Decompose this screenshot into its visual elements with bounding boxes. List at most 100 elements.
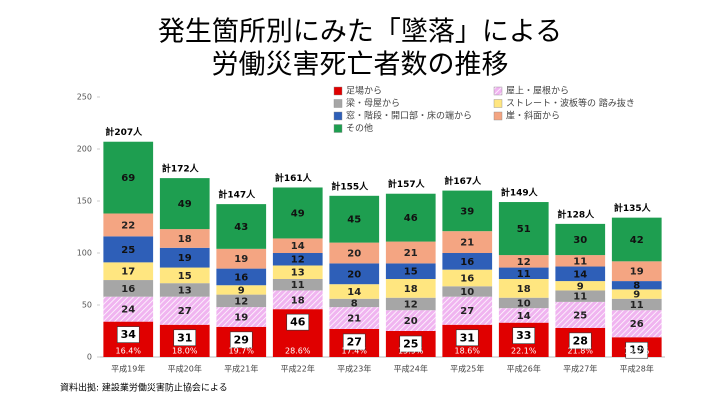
value-label-box (568, 332, 592, 350)
value-label: 9 (633, 290, 640, 301)
value-label: 27 (347, 335, 362, 348)
value-label: 18 (291, 295, 305, 306)
total-label: 計128人 (557, 208, 595, 220)
value-label: 12 (517, 257, 531, 268)
total-label: 計161人 (275, 172, 313, 184)
bar-segment (103, 141, 154, 214)
bar-segment (498, 279, 549, 298)
value-label: 29 (234, 333, 249, 346)
legend-label: 梁・母屋から (346, 97, 400, 109)
x-tick-label: 平成20年 (168, 364, 202, 374)
x-tick-label: 平成21年 (224, 364, 258, 374)
value-label: 21 (404, 248, 418, 259)
value-label: 11 (291, 280, 305, 291)
bar-segment (103, 262, 154, 281)
value-label: 15 (404, 267, 418, 278)
value-label-box (455, 329, 479, 347)
value-label: 49 (291, 208, 305, 219)
chart-title: 労働災害死亡者数の推移 (212, 50, 509, 81)
bar-segment (555, 301, 606, 328)
total-label: 計155人 (331, 180, 369, 192)
bar-segment (385, 310, 436, 331)
value-label: 30 (573, 235, 587, 246)
value-label: 39 (460, 206, 474, 217)
value-label: 11 (517, 269, 531, 280)
value-label: 11 (630, 300, 644, 311)
x-tick-label: 平成22年 (281, 364, 315, 374)
value-label: 25 (403, 338, 418, 351)
value-label: 20 (347, 249, 361, 260)
value-label: 18 (404, 284, 418, 295)
legend-label: 崖・斜面から (506, 110, 560, 122)
bar-segment (272, 238, 323, 253)
value-label: 12 (234, 296, 248, 307)
value-label: 43 (234, 222, 248, 233)
bar-segment (611, 289, 662, 299)
value-label: 22 (121, 220, 135, 231)
value-label: 9 (238, 285, 245, 296)
y-tick-label: 0 (87, 353, 92, 362)
bar-segment (103, 213, 154, 237)
bar-segment (216, 248, 267, 269)
share-label: 21.8% (568, 347, 594, 356)
bar-segment (555, 266, 606, 282)
value-label: 49 (178, 199, 192, 210)
bar-segment (442, 231, 493, 253)
bar-segment (498, 308, 549, 323)
value-label-box (399, 335, 423, 353)
x-tick-label: 平成27年 (563, 364, 597, 374)
legend-swatch (333, 124, 343, 133)
value-label-box (342, 333, 366, 351)
total-label: 計149人 (501, 187, 539, 199)
value-label: 31 (460, 331, 475, 344)
bar-segment (611, 281, 662, 290)
bar-segment (611, 261, 662, 282)
bar-segment (329, 263, 380, 285)
y-tick-label: 50 (82, 301, 92, 310)
value-label: 19 (630, 267, 644, 278)
value-label: 13 (291, 268, 305, 279)
bar-segment (103, 280, 154, 297)
legend-swatch (493, 86, 503, 96)
legend-swatch (493, 99, 503, 108)
bar-segment (272, 253, 323, 266)
bar-segment (329, 307, 380, 329)
bar-segment (272, 265, 323, 279)
value-label: 19 (629, 344, 644, 357)
value-label: 19 (234, 254, 248, 265)
value-label: 42 (630, 235, 644, 246)
source-note: 資料出拠: 建設業労働災害防止協会による (60, 382, 228, 394)
share-label: 19.7% (229, 347, 255, 356)
value-label-box (512, 327, 536, 344)
x-tick-label: 平成26年 (507, 364, 541, 374)
bar-segment (216, 204, 267, 249)
bar-segment (385, 297, 436, 311)
value-label-box (173, 329, 197, 347)
value-label: 19 (178, 253, 192, 264)
bar-segment (442, 296, 493, 325)
bar-segment (103, 296, 154, 322)
bar-segment (498, 267, 549, 279)
value-label: 28 (573, 334, 588, 347)
bar-segment (442, 253, 493, 270)
legend-swatch (333, 99, 343, 108)
bar-segment (611, 310, 662, 338)
bar-segment (329, 298, 380, 308)
bar-segment (498, 297, 549, 309)
value-label: 8 (351, 298, 358, 309)
value-label: 20 (404, 316, 418, 327)
chart-title: 発生箇所別にみた「墜落」による (158, 17, 562, 48)
value-label: 45 (347, 215, 361, 226)
value-label: 10 (460, 287, 474, 298)
bar-segment (385, 279, 436, 298)
bar-segment (272, 187, 323, 239)
value-label: 21 (460, 238, 474, 249)
total-label: 計172人 (162, 163, 200, 175)
value-label: 69 (121, 173, 135, 184)
bar-segment (555, 255, 606, 267)
share-label: 17.4% (342, 347, 368, 356)
share-label: 18.6% (455, 347, 481, 356)
value-label: 27 (178, 306, 192, 317)
bar-segment (159, 283, 210, 297)
bar-segment (442, 190, 493, 232)
